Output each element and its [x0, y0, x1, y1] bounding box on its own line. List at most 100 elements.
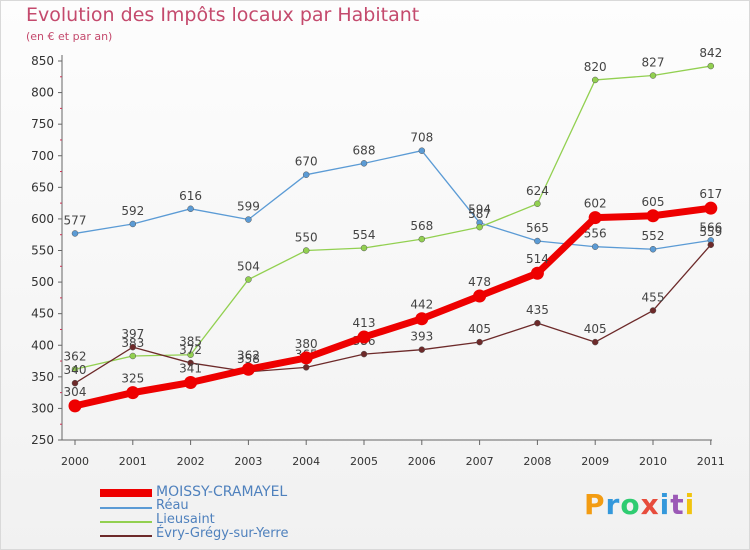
data-label-lieusaint: 550 — [295, 231, 318, 245]
data-point-moissy-cramayel — [588, 211, 602, 225]
legend-swatch — [100, 489, 152, 497]
data-label-evry-gregy-sur-yerre: 340 — [64, 363, 87, 377]
x-tick-label: 2011 — [697, 455, 725, 468]
data-point-lieusaint — [649, 72, 657, 79]
data-point-evry-gregy-sur-yerre — [187, 359, 194, 367]
data-point-evry-gregy-sur-yerre — [591, 338, 599, 346]
legend-label: Lieusaint — [156, 512, 215, 527]
y-tick-label: 800 — [31, 86, 54, 100]
data-point-evry-gregy-sur-yerre — [476, 338, 483, 346]
data-label-reau: 577 — [64, 213, 87, 227]
legend-swatch — [100, 507, 152, 509]
chart-subtitle: (en € et par an) — [26, 30, 113, 43]
data-label-lieusaint: 385 — [179, 335, 202, 349]
data-label-lieusaint: 587 — [468, 207, 491, 221]
y-tick-label: 650 — [31, 180, 54, 194]
data-point-evry-gregy-sur-yerre — [418, 346, 426, 353]
data-label-moissy-cramayel: 362 — [237, 348, 260, 362]
data-point-evry-gregy-sur-yerre — [707, 241, 715, 249]
data-label-lieusaint: 842 — [699, 46, 722, 60]
data-point-lieusaint — [534, 200, 541, 208]
data-label-reau: 708 — [410, 131, 433, 145]
data-point-reau — [649, 245, 657, 253]
data-point-lieusaint — [360, 244, 368, 252]
data-label-lieusaint: 554 — [353, 228, 376, 242]
logo-letter: i — [684, 488, 696, 521]
data-label-moissy-cramayel: 413 — [353, 316, 376, 330]
data-point-evry-gregy-sur-yerre — [71, 379, 79, 387]
data-label-evry-gregy-sur-yerre: 559 — [699, 225, 722, 239]
x-tick-label: 2010 — [639, 455, 667, 468]
data-point-lieusaint — [71, 366, 79, 373]
data-label-moissy-cramayel: 304 — [64, 385, 87, 399]
data-point-moissy-cramayel — [184, 376, 198, 390]
data-point-evry-gregy-sur-yerre — [302, 364, 310, 371]
data-point-lieusaint — [187, 351, 194, 358]
data-point-moissy-cramayel — [68, 399, 82, 413]
data-point-reau — [302, 171, 310, 178]
y-tick-label: 250 — [31, 433, 54, 447]
x-tick-label: 2005 — [350, 455, 378, 468]
data-label-evry-gregy-sur-yerre: 455 — [642, 291, 665, 305]
data-label-moissy-cramayel: 617 — [699, 187, 722, 201]
y-tick-label: 700 — [31, 149, 54, 163]
y-tick-label: 350 — [31, 370, 54, 384]
data-label-reau: 592 — [121, 204, 144, 218]
series-line-evry-gregy-sur-yerre — [74, 244, 712, 384]
data-label-moissy-cramayel: 478 — [468, 275, 491, 289]
data-point-reau — [71, 230, 79, 237]
logo-letter: P — [584, 488, 606, 521]
x-tick-label: 2004 — [292, 455, 320, 468]
data-label-reau: 688 — [353, 143, 376, 157]
data-point-lieusaint — [129, 352, 137, 360]
proxiti-logo: Proxiti — [584, 488, 695, 521]
y-tick-label: 600 — [31, 212, 54, 226]
data-label-evry-gregy-sur-yerre: 405 — [468, 322, 491, 336]
series-line-lieusaint — [74, 65, 711, 370]
data-label-moissy-cramayel: 325 — [121, 372, 144, 386]
x-tick-label: 2007 — [466, 455, 494, 468]
chart-title: Evolution des Impôts locaux par Habitant — [26, 4, 420, 26]
logo-letter: t — [670, 488, 685, 521]
data-label-reau: 616 — [179, 189, 202, 203]
logo-letter: i — [659, 488, 671, 521]
data-label-evry-gregy-sur-yerre: 358 — [237, 352, 260, 366]
data-label-moissy-cramayel: 341 — [179, 362, 202, 376]
data-point-reau — [418, 147, 426, 154]
x-tick-label: 2003 — [234, 455, 262, 468]
data-label-lieusaint: 568 — [410, 219, 433, 233]
data-point-lieusaint — [591, 76, 599, 84]
y-tick-label: 450 — [31, 307, 54, 321]
y-tick-label: 500 — [31, 275, 54, 289]
x-tick-label: 2001 — [119, 455, 147, 468]
data-point-moissy-cramayel — [704, 201, 718, 215]
data-label-moissy-cramayel: 380 — [295, 337, 318, 351]
data-point-reau — [245, 216, 252, 223]
data-label-reau: 552 — [642, 229, 665, 243]
data-point-lieusaint — [245, 276, 252, 283]
data-label-moissy-cramayel: 602 — [584, 197, 607, 211]
data-label-lieusaint: 827 — [642, 56, 665, 70]
data-point-lieusaint — [476, 223, 483, 231]
data-label-lieusaint: 504 — [237, 260, 260, 274]
x-tick-label: 2002 — [177, 455, 205, 468]
data-label-reau: 670 — [295, 155, 318, 169]
data-point-evry-gregy-sur-yerre — [360, 350, 368, 358]
data-point-moissy-cramayel — [646, 209, 660, 223]
data-point-lieusaint — [707, 62, 715, 70]
legend-swatch — [100, 521, 152, 523]
data-label-reau: 565 — [526, 221, 549, 235]
data-point-moissy-cramayel — [241, 362, 255, 376]
data-label-reau: 594 — [468, 203, 491, 217]
data-label-moissy-cramayel: 442 — [410, 298, 433, 312]
data-point-evry-gregy-sur-yerre — [129, 343, 137, 351]
data-label-lieusaint: 624 — [526, 184, 549, 198]
data-label-evry-gregy-sur-yerre: 372 — [179, 343, 202, 357]
data-label-moissy-cramayel: 514 — [526, 252, 549, 266]
y-tick-label: 400 — [31, 338, 54, 352]
series-line-moissy-cramayel — [74, 204, 712, 410]
logo-letter: x — [640, 488, 660, 521]
legend-label: Évry-Grégy-sur-Yerre — [156, 526, 289, 541]
data-point-lieusaint — [418, 235, 426, 243]
